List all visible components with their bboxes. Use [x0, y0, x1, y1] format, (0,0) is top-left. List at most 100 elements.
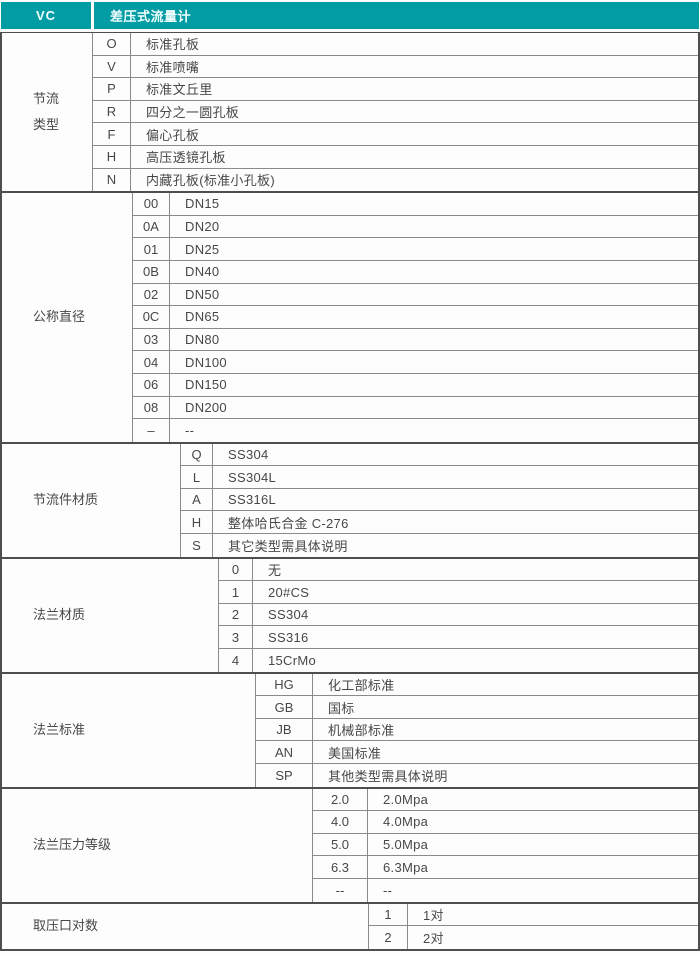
option-description: 美国标准: [328, 745, 382, 761]
section-rows: HG 化工部标准 GB 国标 JB 机械部标准 AN 美国标准 SP 其他类型需具体说明: [256, 673, 698, 787]
table-row: 0B DN40: [133, 260, 698, 284]
table-row: AN 美国标准: [256, 741, 698, 764]
section-label-throttle-material: 节流件材质: [2, 443, 181, 557]
option-description: 6.3Mpa: [383, 859, 429, 875]
section-flange-pressure-rating: 法兰压力等级 2.0 2.0Mpa 4.0 4.0Mpa 5.0 5.0Mpa 6.3 6.3M…: [2, 788, 698, 904]
option-description: DN200: [185, 399, 227, 415]
option-code: JB: [256, 718, 313, 741]
option-code: F: [93, 123, 131, 145]
option-code: 03: [133, 328, 170, 351]
table-row: 3 SS316: [219, 626, 698, 650]
option-description: 2.0Mpa: [383, 791, 429, 807]
section-rows: 1 1对 2 2对: [369, 903, 698, 949]
table-row: P 标准文丘里: [93, 78, 698, 101]
table-row: L SS304L: [181, 466, 698, 489]
table-row: HG 化工部标准: [256, 673, 698, 697]
option-description: 机械部标准: [328, 723, 395, 739]
option-code: SP: [256, 764, 313, 787]
table-row: 4 15CrMo: [219, 649, 698, 672]
option-description: 其他类型需具体说明: [328, 768, 448, 784]
table-row: 08 DN200: [133, 396, 698, 420]
section-label-flange-standard: 法兰标准: [2, 673, 256, 787]
option-code: 2.0: [313, 788, 368, 811]
table-row: 6.3 6.3Mpa: [313, 856, 698, 879]
option-code: N: [93, 168, 131, 192]
option-code: R: [93, 100, 131, 123]
section-flange-standard: 法兰标准 HG 化工部标准 GB 国标 JB 机械部标准 AN 美国标准 SP 其他类型需具体说明: [2, 673, 698, 789]
option-description: 四分之一圆孔板: [146, 105, 240, 121]
option-description: DN50: [185, 286, 220, 302]
option-description: DN15: [185, 196, 220, 212]
option-code: 04: [133, 351, 170, 373]
table-row: 01 DN25: [133, 238, 698, 261]
table-row: 2 2对: [369, 926, 698, 949]
option-code: 2: [219, 603, 253, 626]
section-rows: 00 DN15 0A DN20 01 DN25 0B DN40 02 DN50 0C DN65 03 DN…: [133, 193, 698, 442]
section-flange-material: 法兰材质 0 无 1 20#CS 2 SS304 3 SS316 4 15CrMo: [2, 558, 698, 674]
section-label-pressure-tap-pairs: 取压口对数: [2, 903, 369, 949]
option-code: 06: [133, 373, 170, 396]
section-rows: 2.0 2.0Mpa 4.0 4.0Mpa 5.0 5.0Mpa 6.3 6.3Mpa -- --: [313, 788, 698, 902]
option-code: 0A: [133, 215, 170, 238]
option-code: 1: [369, 903, 408, 926]
option-description: 4.0Mpa: [383, 814, 429, 830]
option-description: 标准孔板: [146, 37, 200, 53]
option-description: 20#CS: [268, 584, 310, 600]
option-code: A: [181, 488, 213, 511]
option-code: 5.0: [313, 833, 368, 856]
table-row: V 标准喷嘴: [93, 55, 698, 79]
option-code: 1: [219, 581, 253, 603]
table-row: 1 1对: [369, 903, 698, 927]
section-throttle-material: 节流件材质 Q SS304 L SS304L A SS316L H 整体哈氏合金 C-276 S 其…: [2, 443, 698, 559]
option-code: H: [181, 511, 213, 534]
option-code: 2: [369, 926, 408, 949]
option-description: SS304: [268, 607, 309, 623]
table-row: 03 DN80: [133, 328, 698, 352]
option-description: 偏心孔板: [146, 127, 200, 143]
option-code: HG: [256, 673, 313, 696]
option-description: 高压透镜孔板: [146, 150, 226, 166]
option-code: 0: [219, 558, 253, 581]
table-header: VC 差压式流量计: [1, 2, 699, 29]
option-code: 4.0: [313, 811, 368, 833]
option-code: 0B: [133, 260, 170, 283]
section-label-throttle-type: 节流 类型: [2, 33, 93, 192]
option-description: SS316: [268, 629, 309, 645]
section-label-flange-pressure-rating: 法兰压力等级: [2, 788, 313, 902]
section-label-nominal-diameter: 公称直径: [2, 193, 133, 442]
option-description: 1对: [423, 907, 444, 923]
option-description: DN100: [185, 354, 227, 370]
table-row: JB 机械部标准: [256, 718, 698, 742]
model-code-cell: VC: [1, 2, 91, 29]
option-description: SS304L: [228, 469, 277, 485]
table-row: N 内藏孔板(标准小孔板): [93, 168, 698, 192]
option-description: 15CrMo: [268, 652, 317, 668]
table-row: – --: [133, 419, 698, 442]
table-row: 06 DN150: [133, 373, 698, 397]
option-description: 2对: [423, 930, 444, 946]
option-code: 3: [219, 626, 253, 649]
option-description: DN40: [185, 264, 220, 280]
option-code: –: [133, 419, 170, 442]
option-description: --: [383, 882, 393, 898]
table-row: -- --: [313, 878, 698, 902]
option-description: 国标: [328, 700, 355, 716]
table-row: 0A DN20: [133, 215, 698, 239]
option-code: 00: [133, 193, 170, 215]
option-description: DN150: [185, 377, 227, 393]
table-row: R 四分之一圆孔板: [93, 100, 698, 124]
option-code: 02: [133, 283, 170, 306]
option-description: SS316L: [228, 492, 277, 508]
option-description: 化工部标准: [328, 677, 395, 693]
table-row: 00 DN15: [133, 193, 698, 216]
option-code: 08: [133, 396, 170, 419]
option-description: DN25: [185, 241, 220, 257]
option-description: DN65: [185, 309, 220, 325]
option-code: S: [181, 534, 213, 557]
table-row: 4.0 4.0Mpa: [313, 811, 698, 834]
table-row: A SS316L: [181, 488, 698, 512]
option-code: V: [93, 55, 131, 78]
option-code: --: [313, 878, 368, 902]
